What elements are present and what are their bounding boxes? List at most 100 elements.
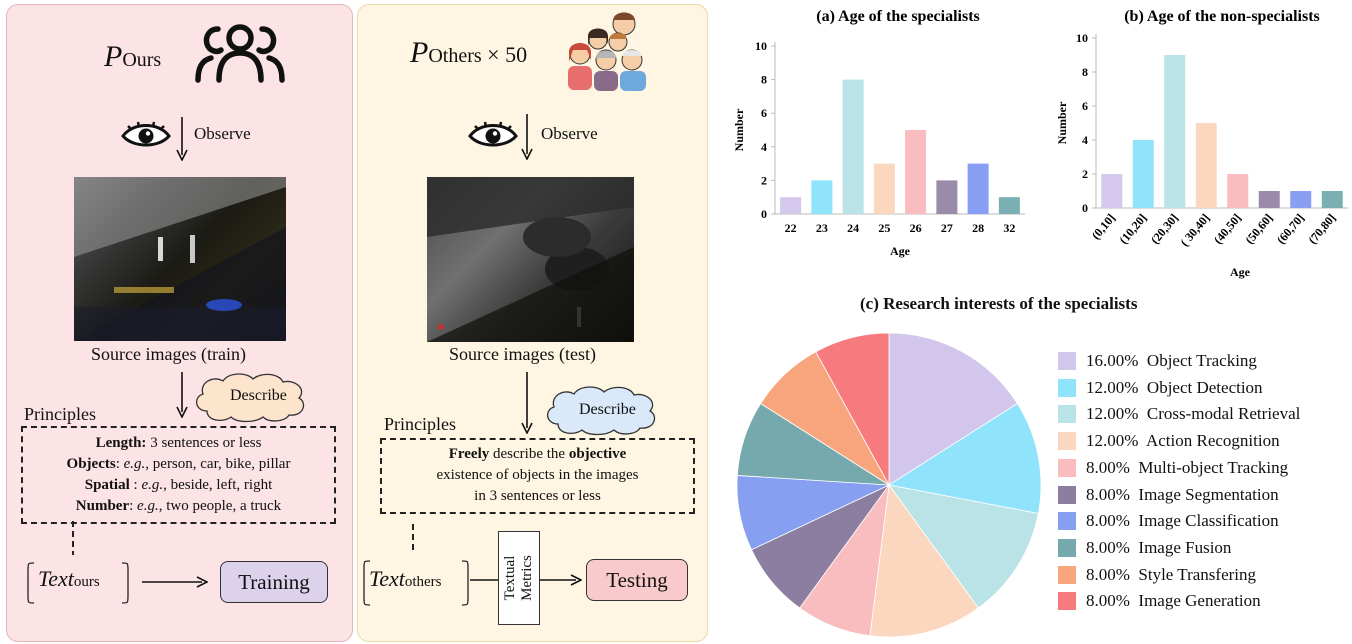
dashed-connector xyxy=(412,524,414,550)
bar xyxy=(842,79,864,214)
others-rule-line1: Freely describe the objective xyxy=(448,446,627,462)
legend-swatch xyxy=(1058,512,1076,531)
legend-swatch xyxy=(1058,432,1076,451)
ours-principles-heading: Principles xyxy=(24,404,96,424)
training-box: Training xyxy=(220,561,328,603)
x-tick-label: (20,30] xyxy=(1148,211,1181,247)
x-tick-label: 25 xyxy=(878,221,890,235)
ours-source-image xyxy=(74,177,286,341)
down-arrow-icon xyxy=(176,372,188,418)
x-tick-label: 24 xyxy=(847,221,859,235)
others-rule-line2: existence of objects in the images xyxy=(436,467,639,483)
bar xyxy=(1101,174,1123,208)
legend-item: 16.00% Object Tracking xyxy=(1058,350,1257,372)
others-title: POthers × 50 xyxy=(410,36,527,70)
x-tick-label: (0,10] xyxy=(1089,211,1118,242)
others-title-mult: × 50 xyxy=(481,42,528,67)
connector-line xyxy=(470,579,498,581)
y-tick-label: 10 xyxy=(1076,31,1088,45)
rule-length: Length: 3 sentences or less xyxy=(95,435,262,451)
cloud-shape xyxy=(196,373,305,423)
y-tick-label: 0 xyxy=(1082,201,1088,215)
eye-icon xyxy=(121,121,171,147)
legend-swatch xyxy=(1058,458,1076,477)
others-rule-line3: in 3 sentences or less xyxy=(474,488,601,504)
others-text-token: Textothers xyxy=(369,566,442,591)
dashed-connector xyxy=(72,521,74,555)
bar xyxy=(1290,191,1312,208)
others-principles-heading: Principles xyxy=(384,414,456,434)
y-axis-label: Number xyxy=(732,108,746,151)
textual-metrics-box: Textual Metrics xyxy=(498,531,540,625)
legend-label: 12.00% Action Recognition xyxy=(1086,431,1280,451)
bar xyxy=(1164,55,1186,208)
chart-c-title: (c) Research interests of the specialist… xyxy=(860,294,1138,313)
bar xyxy=(1258,191,1280,208)
bar xyxy=(936,180,958,214)
y-tick-label: 2 xyxy=(1082,167,1088,181)
others-principles-box: Freely describe the objective existence … xyxy=(380,438,695,514)
legend-swatch xyxy=(1058,378,1076,397)
legend-label: 12.00% Cross-modal Retrieval xyxy=(1086,404,1301,424)
legend-swatch xyxy=(1058,592,1076,611)
x-tick-label: (10,20] xyxy=(1116,211,1149,247)
legend-item: 12.00% Action Recognition xyxy=(1058,430,1280,452)
others-describe-label: Describe xyxy=(579,401,636,418)
y-tick-label: 6 xyxy=(1082,99,1088,113)
legend-swatch xyxy=(1058,352,1076,370)
others-title-main: P xyxy=(410,36,429,69)
legend-item: 8.00% Style Transfering xyxy=(1058,564,1256,586)
bar xyxy=(1195,123,1217,208)
x-tick-label: (60,70] xyxy=(1274,211,1307,247)
pie-slice xyxy=(815,332,890,486)
pie-slice xyxy=(888,332,1018,486)
chart-research-interests-pie xyxy=(736,332,1042,638)
legend-item: 8.00% Image Classification xyxy=(1058,510,1279,532)
legend-label: 8.00% Style Transfering xyxy=(1086,564,1256,584)
bar xyxy=(1321,191,1343,208)
x-tick-label: 28 xyxy=(972,221,984,235)
bar xyxy=(1132,140,1154,208)
x-tick-label: (40,50] xyxy=(1211,211,1244,247)
bracket-right xyxy=(121,562,129,604)
bar xyxy=(967,163,989,214)
y-tick-label: 8 xyxy=(761,73,767,87)
others-title-sub: Others xyxy=(428,45,482,67)
pie-legend: 16.00% Object Tracking 12.00% Object Dete… xyxy=(1058,350,1348,620)
rule-spatial: Spatial : e.g., beside, left, right xyxy=(84,477,273,493)
x-tick-label: 26 xyxy=(910,221,922,235)
legend-label: 8.00% Multi-object Tracking xyxy=(1086,457,1289,477)
bar xyxy=(873,163,895,214)
y-tick-label: 8 xyxy=(1082,65,1088,79)
legend-label: 8.00% Image Fusion xyxy=(1086,537,1232,557)
ours-image-caption: Source images (train) xyxy=(91,344,246,364)
legend-swatch xyxy=(1058,565,1076,584)
x-tick-label: 22 xyxy=(785,221,797,235)
bar xyxy=(780,197,802,214)
chart-title: (a) Age of the specialists xyxy=(816,8,980,25)
ours-describe-label: Describe xyxy=(230,387,287,404)
ours-title-main: P xyxy=(104,40,123,73)
chart-title: (b) Age of the non-specialists xyxy=(1124,8,1320,25)
legend-swatch xyxy=(1058,405,1076,424)
x-axis-label: Age xyxy=(890,244,911,258)
ours-title: POurs xyxy=(104,40,161,74)
rule-objects: Objects: e.g., person, car, bike, pillar xyxy=(66,456,291,472)
chart-age-nonspecialists: (b) Age of the non-specialists 0 2 4 6 8 10 (0,… xyxy=(1055,8,1348,279)
y-tick-label: 6 xyxy=(761,106,767,120)
legend-label: 12.00% Object Detection xyxy=(1086,377,1263,397)
x-tick-label: 32 xyxy=(1003,221,1015,235)
right-arrow-icon xyxy=(540,574,582,586)
bar xyxy=(998,197,1020,214)
x-axis-label: Age xyxy=(1230,265,1251,279)
bracket-left xyxy=(27,562,35,604)
bracket-right xyxy=(461,560,469,606)
group-icon xyxy=(195,24,285,83)
cloud-shape xyxy=(547,386,656,436)
down-arrow-icon xyxy=(521,372,533,434)
legend-item: 8.00% Multi-object Tracking xyxy=(1058,457,1288,479)
bracket-left xyxy=(363,560,371,606)
pie-slice xyxy=(887,403,1042,514)
x-tick-label: 23 xyxy=(816,221,828,235)
